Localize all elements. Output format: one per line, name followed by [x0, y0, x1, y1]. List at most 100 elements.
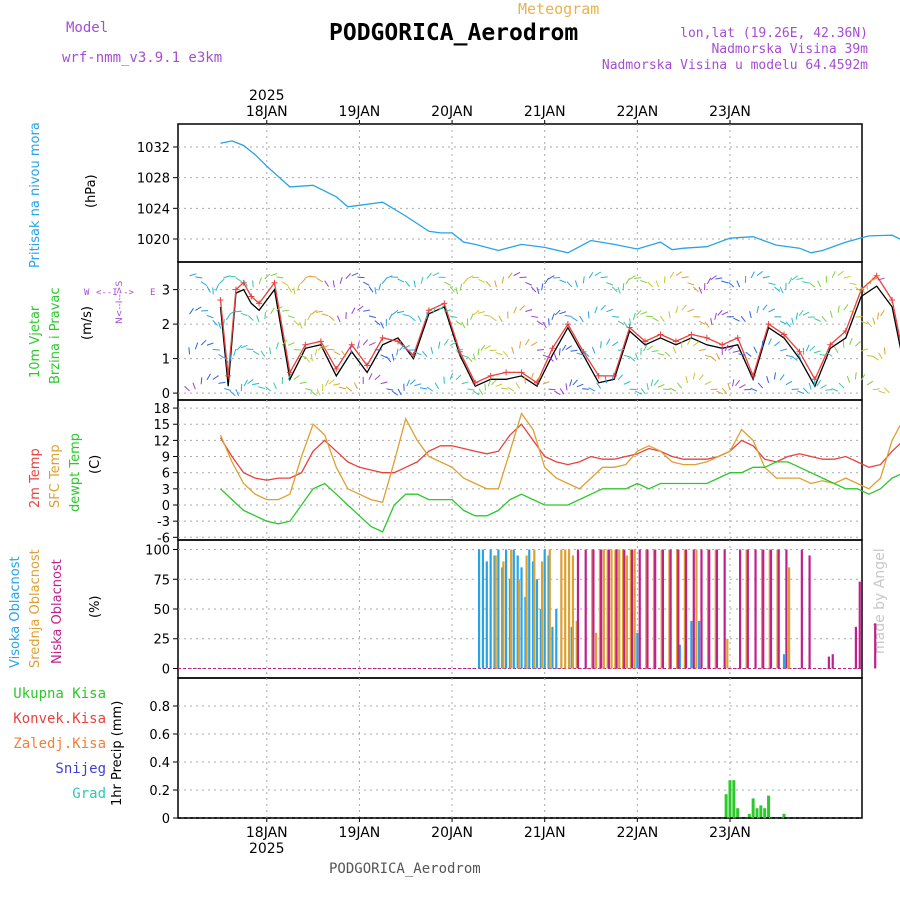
- cloud-bar-2: [831, 654, 834, 669]
- wind-arrow: [316, 388, 321, 396]
- wind-gust-marker: [580, 348, 587, 355]
- wind-arrow: [536, 287, 540, 295]
- wind-gust-marker: [256, 300, 263, 307]
- wind-arrow: [487, 379, 492, 387]
- pressure-frame: [177, 123, 863, 263]
- wind-arrow: [201, 309, 209, 312]
- wind-gust-marker: [487, 372, 494, 379]
- wind-arrow: [750, 271, 755, 279]
- wind-arrow: [349, 346, 353, 355]
- wind-arrow: [768, 338, 772, 345]
- wind-arrow: [565, 383, 568, 391]
- cloud-bar-2: [762, 549, 765, 669]
- wind-arrow: [386, 356, 392, 363]
- cloud-bar-1: [714, 549, 717, 669]
- wind-arrow: [235, 388, 239, 396]
- wind-arrow: [831, 388, 839, 392]
- wind-arrow: [791, 355, 798, 361]
- cloud-bar-0: [481, 549, 485, 669]
- wind-gust-marker: [595, 372, 602, 379]
- wind-arrow: [646, 383, 649, 391]
- wind-arrow: [200, 281, 208, 287]
- wind-gust-marker: [379, 334, 386, 341]
- wind-arrow: [740, 315, 746, 323]
- wind-arrow: [542, 321, 547, 329]
- wind-gust-marker: [734, 334, 741, 341]
- cloud-bar-2: [785, 549, 788, 669]
- wind-arrow: [515, 382, 521, 389]
- wind-arrow: [281, 339, 288, 346]
- wind-arrow: [374, 287, 377, 295]
- precip-bar-0: [767, 795, 771, 818]
- wind-arrow: [692, 286, 699, 293]
- wind-arrow: [449, 372, 454, 380]
- wind-arrow: [831, 271, 836, 278]
- wind-arrow: [542, 381, 550, 385]
- wind-gust-marker: [533, 379, 540, 386]
- wind-arrow: [869, 277, 874, 285]
- wind-arrow: [766, 376, 770, 384]
- wind-arrow: [257, 386, 265, 390]
- cloud-bar-2: [630, 549, 634, 669]
- wind-arrow: [194, 342, 199, 350]
- wind-arrow: [368, 373, 373, 380]
- wind-arrow: [768, 308, 776, 313]
- wind-gust-marker: [364, 362, 371, 369]
- wind-arrow: [363, 309, 371, 312]
- wind-gust-marker: [564, 321, 571, 328]
- wind-arrow: [587, 311, 590, 319]
- wind-arrow: [536, 320, 544, 326]
- wind-arrow: [883, 347, 886, 355]
- wind-arrow: [596, 382, 602, 389]
- wind-arrow: [796, 277, 804, 281]
- wind-arrow: [736, 280, 741, 288]
- day-label-bottom: 22JAN: [616, 825, 658, 841]
- cloud-bar-2: [708, 549, 711, 669]
- wind-arrow: [861, 348, 869, 352]
- wind-arrow: [363, 281, 370, 286]
- wind-arrow: [872, 317, 876, 325]
- wind-arrow: [714, 312, 717, 320]
- cloud-bar-1: [787, 567, 791, 669]
- cloud-bar-2: [615, 549, 618, 669]
- day-label-bottom: 19JAN: [339, 825, 381, 841]
- wind-arrow: [477, 348, 480, 356]
- wind-arrow: [299, 321, 303, 329]
- wind-arrow: [640, 280, 648, 284]
- wind-arrow: [333, 383, 341, 386]
- precip-legend-hail: Grad: [72, 786, 106, 802]
- day-label-bottom: 23JAN: [709, 825, 751, 841]
- wind-arrow: [704, 321, 710, 328]
- wind-arrow: [650, 379, 654, 387]
- cloud-bar-0: [543, 549, 546, 669]
- wind-arrow: [561, 344, 567, 352]
- wind-arrow: [417, 315, 422, 323]
- wind-arrow: [461, 381, 469, 385]
- wind-arrow: [611, 286, 618, 293]
- wind-arrow: [572, 379, 578, 386]
- wind-arrow: [693, 341, 700, 347]
- cloud-bar-0: [532, 561, 535, 669]
- year-label-top: 2025: [249, 88, 285, 104]
- wind-arrow: [544, 277, 549, 285]
- wind-arrow: [685, 376, 689, 384]
- cloud-bar-1: [517, 579, 520, 669]
- cloud-bar-1: [776, 549, 779, 669]
- cloud-bar-1: [614, 549, 617, 669]
- wind-arrow: [548, 275, 555, 280]
- wind-arrow: [212, 320, 218, 326]
- cloud-bar-2: [646, 549, 649, 669]
- wind-ytick-label: 2: [162, 318, 170, 333]
- cloud-bar-0: [782, 654, 786, 669]
- wind-arrow: [588, 272, 594, 279]
- wind-arrow: [256, 315, 260, 323]
- wind-compass-dir: <--I-->: [96, 288, 134, 298]
- wind-arrow: [243, 379, 248, 387]
- cloud-bar-1: [760, 549, 764, 669]
- cloud-bar-0: [528, 549, 531, 669]
- wind-arrow: [325, 379, 329, 387]
- wind-arrow: [399, 344, 405, 351]
- wind-arrow: [588, 387, 596, 392]
- wind-arrow: [362, 339, 369, 346]
- wind-arrow: [287, 286, 293, 293]
